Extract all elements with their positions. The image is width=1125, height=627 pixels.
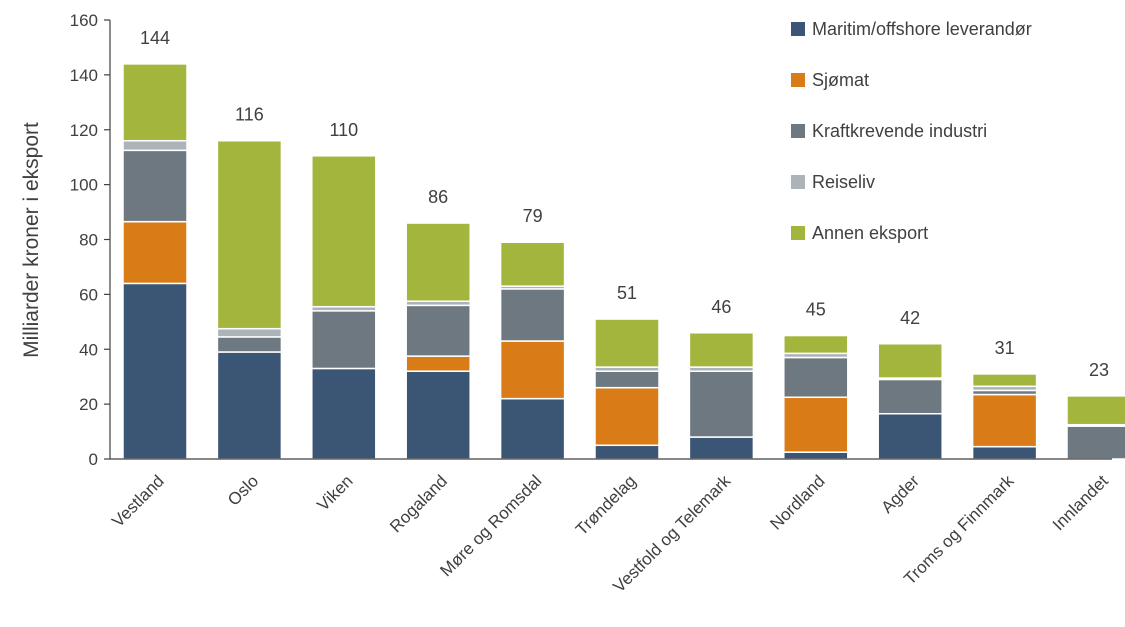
bar-total-label: 116 bbox=[235, 105, 264, 125]
bar-segment bbox=[971, 393, 1038, 448]
legend-label: Kraftkrevende industri bbox=[812, 121, 987, 141]
bar-segment bbox=[594, 370, 660, 389]
bar-total-label: 45 bbox=[806, 300, 826, 320]
x-category-label: Rogaland bbox=[386, 471, 451, 536]
bar-total-label: 86 bbox=[428, 187, 448, 207]
legend-swatch bbox=[791, 124, 805, 138]
bar-segment bbox=[971, 373, 1038, 388]
bar-segment bbox=[216, 327, 283, 338]
bar-total-label: 110 bbox=[329, 120, 358, 140]
bar-segment bbox=[216, 336, 283, 353]
y-tick-label: 80 bbox=[79, 231, 98, 250]
bar-total-label: 42 bbox=[900, 308, 920, 328]
legend-swatch bbox=[791, 175, 805, 189]
bar-segment bbox=[783, 334, 849, 355]
bar-segment bbox=[122, 282, 188, 460]
y-tick-label: 60 bbox=[79, 285, 98, 304]
bar-segment bbox=[216, 139, 283, 330]
bar-segment bbox=[877, 378, 943, 415]
bar-segment bbox=[311, 155, 377, 308]
y-tick-label: 140 bbox=[70, 66, 98, 85]
bar-segment bbox=[405, 370, 471, 460]
bar-segment bbox=[122, 139, 188, 152]
x-category-label: Vestland bbox=[108, 471, 168, 531]
x-category-label: Innlandet bbox=[1049, 471, 1112, 534]
legend-swatch bbox=[791, 22, 805, 36]
x-category-label: Agder bbox=[878, 471, 924, 517]
legend-swatch bbox=[791, 226, 805, 240]
legend-swatch bbox=[791, 73, 805, 87]
bar-segment bbox=[499, 397, 566, 460]
legend-label: Maritim/offshore leverandør bbox=[812, 19, 1032, 39]
y-tick-label: 40 bbox=[79, 340, 98, 359]
bar-segment bbox=[594, 318, 660, 368]
bar-total-label: 31 bbox=[995, 338, 1015, 358]
y-tick-label: 0 bbox=[89, 450, 98, 469]
y-tick-label: 100 bbox=[70, 176, 98, 195]
bar-segment bbox=[877, 412, 943, 460]
bar-total-label: 144 bbox=[140, 28, 170, 48]
bar-segment bbox=[216, 351, 283, 460]
x-category-label: Nordland bbox=[766, 471, 828, 533]
y-tick-label: 120 bbox=[70, 121, 98, 140]
y-axis: 0 20 40 60 80 100 120 140 160 bbox=[70, 11, 111, 469]
y-tick-label: 20 bbox=[79, 395, 98, 414]
bar-segment bbox=[1066, 395, 1125, 426]
legend-label: Annen eksport bbox=[812, 223, 928, 243]
bar-segment bbox=[311, 310, 377, 370]
x-category-label: Oslo bbox=[224, 471, 262, 509]
bar-segment bbox=[783, 396, 849, 453]
bar-total-label: 23 bbox=[1089, 360, 1109, 380]
bar-segment bbox=[783, 356, 849, 399]
bar-segment bbox=[499, 340, 566, 400]
y-tick-label: 160 bbox=[70, 11, 98, 30]
bar-segment bbox=[405, 304, 471, 357]
bar-segment bbox=[405, 355, 471, 372]
bar-total-label: 46 bbox=[711, 297, 731, 317]
bar-segment bbox=[311, 367, 377, 460]
x-category-label: Møre og Romsdal bbox=[436, 471, 545, 580]
bar-segment bbox=[499, 288, 566, 342]
bar-total-label: 51 bbox=[617, 283, 637, 303]
bar-segment bbox=[122, 63, 188, 142]
y-axis-label: Milliarder kroner i eksport bbox=[20, 122, 43, 358]
bar-segment bbox=[499, 241, 566, 287]
bar-segment bbox=[122, 149, 188, 223]
bar-segment bbox=[594, 444, 660, 460]
x-category-label: Viken bbox=[313, 471, 356, 514]
legend: Maritim/offshore leverandør Sjømat Kraftkr… bbox=[791, 19, 1032, 243]
bar-segment bbox=[688, 436, 755, 460]
bar-segment bbox=[405, 222, 471, 302]
legend-label: Reiseliv bbox=[812, 172, 875, 192]
bar-segment bbox=[971, 445, 1038, 460]
x-category-label: Trøndelag bbox=[572, 471, 640, 539]
bar-segment bbox=[783, 451, 849, 460]
bars: 144 116 110 86 79 51 46 45 42 31 23 bbox=[122, 28, 1125, 460]
bar-segment bbox=[594, 386, 660, 447]
bar-segment bbox=[688, 332, 755, 368]
bar-segment bbox=[688, 370, 755, 438]
bar-total-label: 79 bbox=[523, 206, 543, 226]
bar-segment bbox=[877, 343, 943, 379]
bar-segment bbox=[122, 220, 188, 285]
bar-segment bbox=[1066, 425, 1125, 460]
legend-label: Sjømat bbox=[812, 70, 869, 90]
